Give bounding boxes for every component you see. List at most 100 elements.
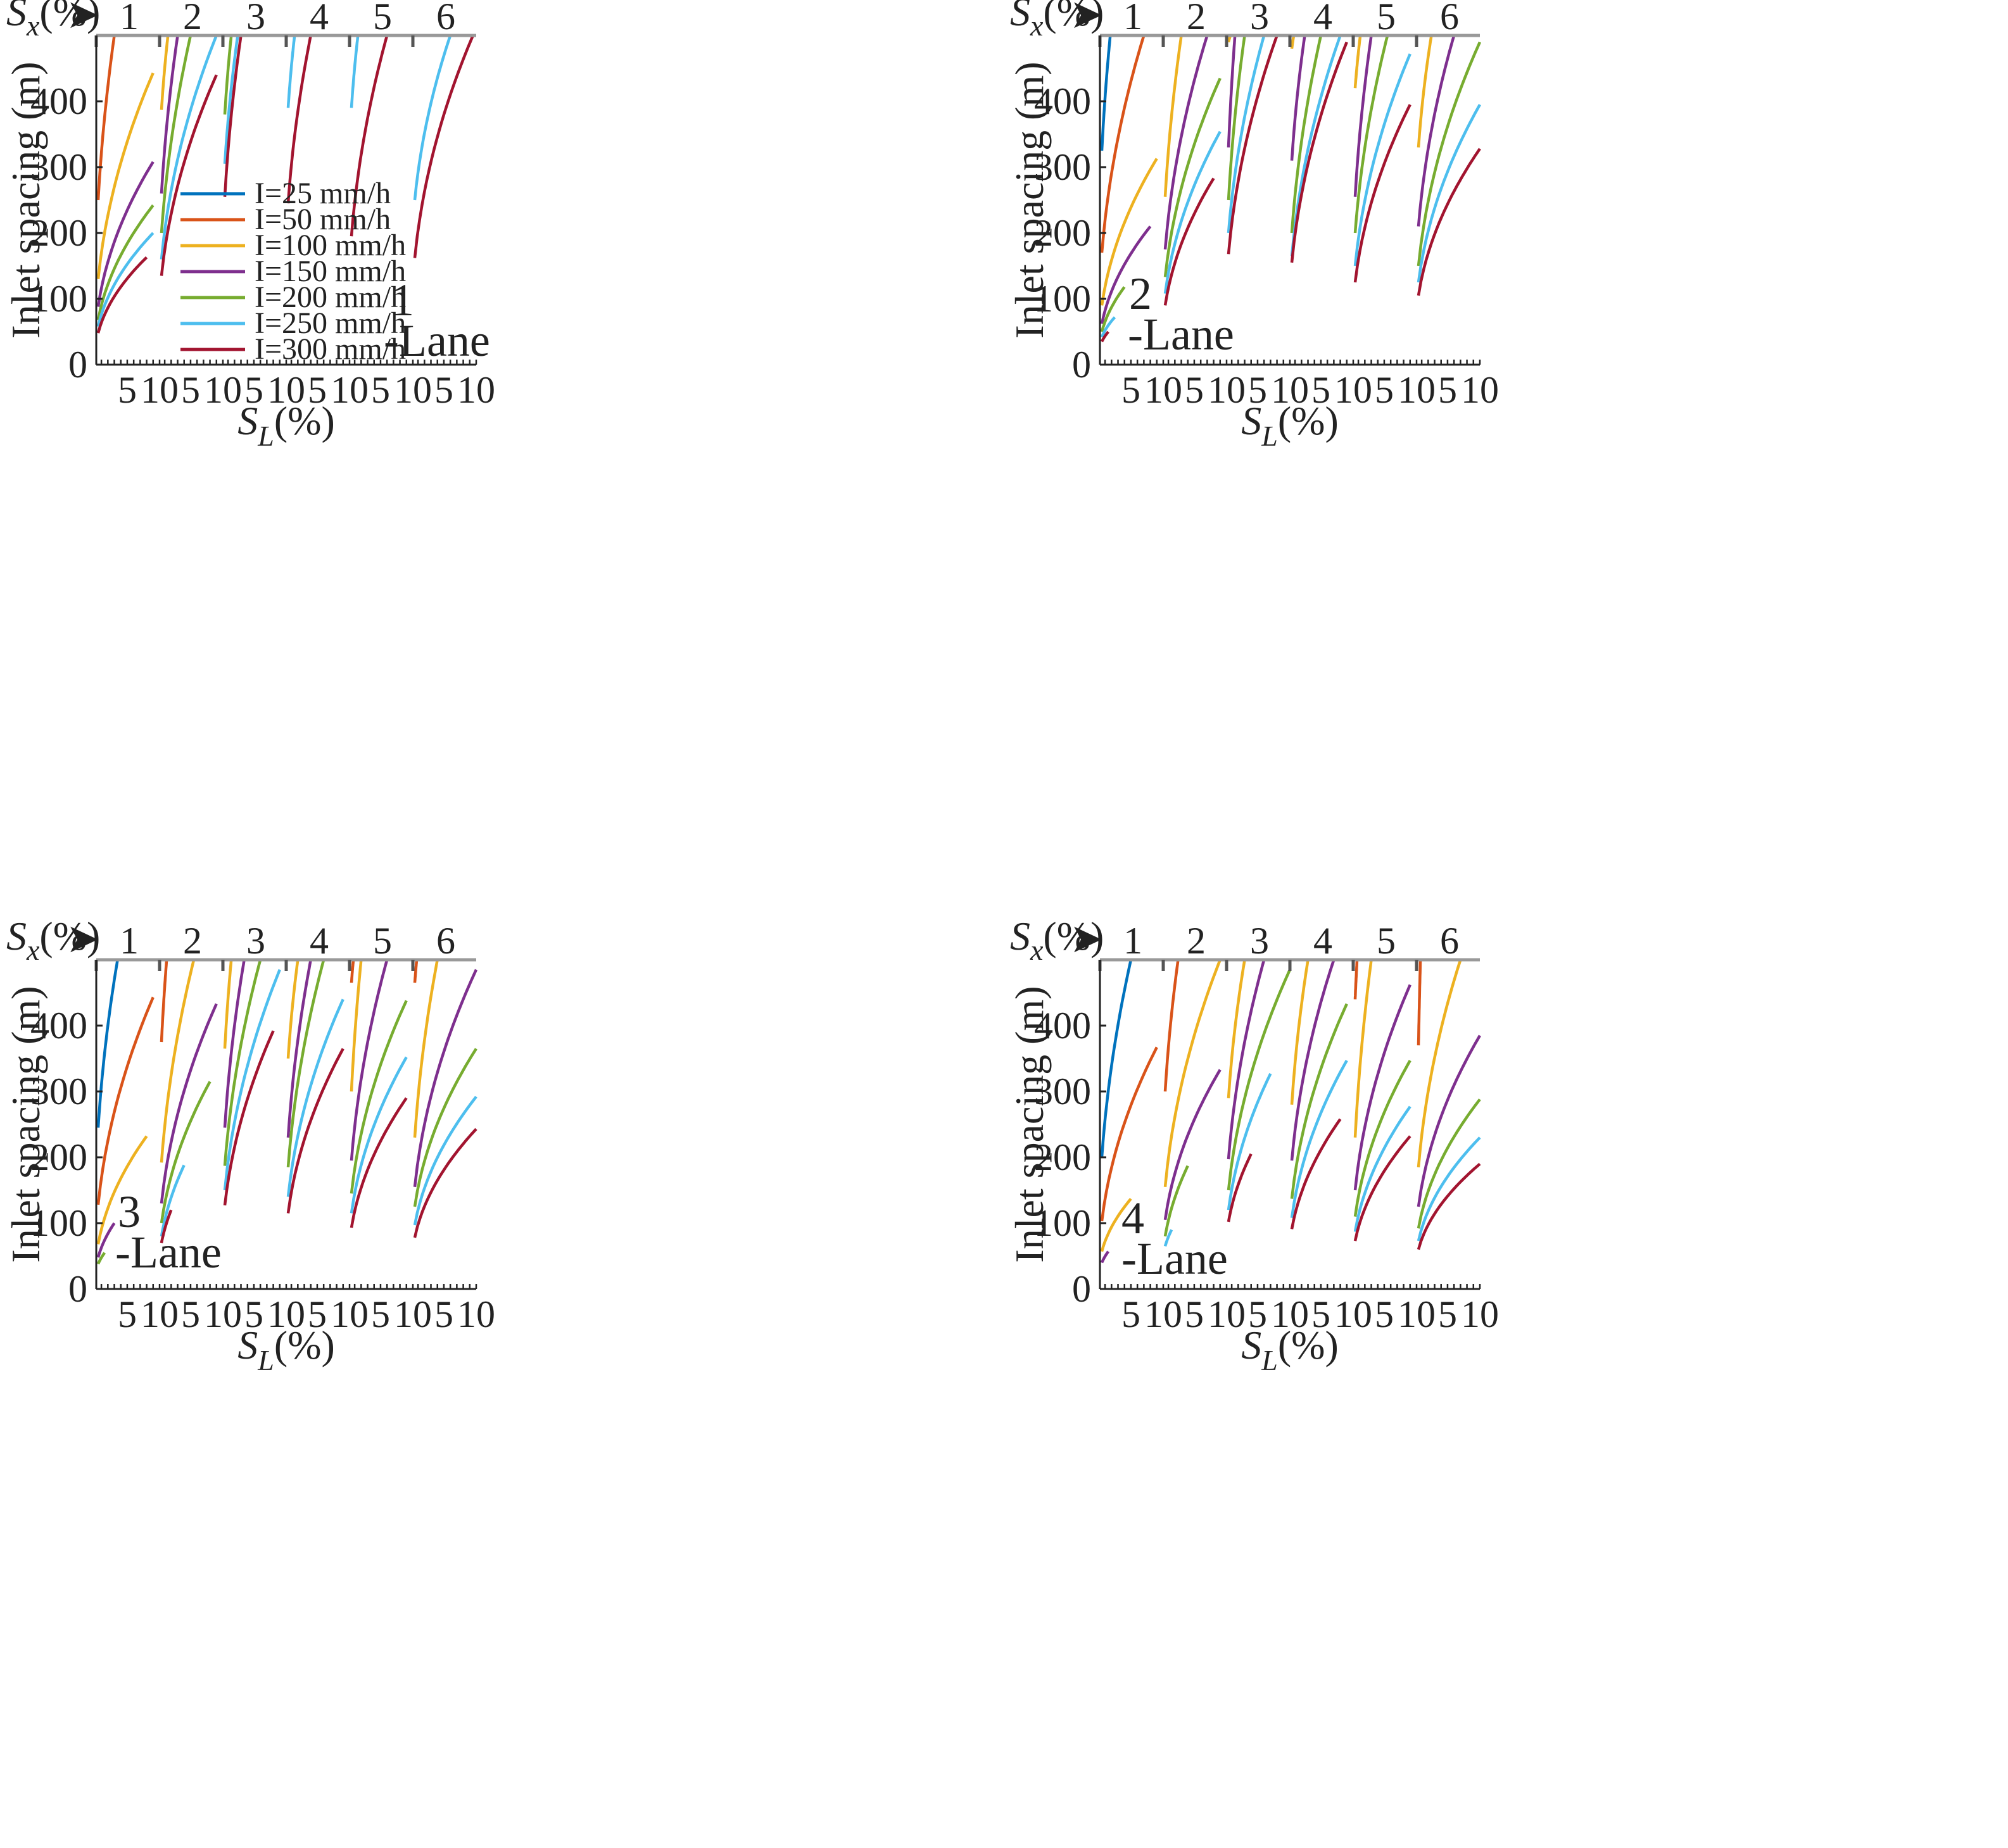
x-axis-title: SL(%) [237,1323,335,1376]
series-i200-group-5-curve [1353,1059,1411,1217]
x-tick-label: 5 [118,1293,137,1335]
series-i250-group-1-curve [96,232,155,327]
x-tick-label: 10 [1334,369,1372,411]
x-tick-label: 5 [371,1293,390,1335]
series-i300-group-2-curve [160,1209,173,1243]
sx-group-label: 6 [436,0,455,37]
series-i200-group-5-curve [1353,35,1389,234]
legend-entry-i250: I=250 mm/h [255,306,406,340]
sx-label: Sx(%) [1010,0,1104,42]
sx-group-label: 5 [373,0,392,37]
series-i200-group-2-curve [160,35,193,234]
series-i100-group-4-curve [1290,34,1296,50]
panel-1-lane: 1 2 3 4 5 6 Sx(%) ➤ 0 100 200 300 400 Inlet spacing (… [0,0,1004,924]
panel-2-lane: 1 2 3 4 5 6 Sx(%) ➤ 0 100 200 300 400 Inlet spacing (… [1004,0,2008,924]
series-i200-group-3-curve [1227,35,1246,201]
series-i100-group-6-curve [413,959,439,1138]
series-i200-group-4-curve [1290,35,1323,234]
series-i150-group-6-curve [1417,35,1456,227]
x-axis-title-symbol: S [237,1323,258,1367]
series-i25-group-1-curve [1100,35,1112,151]
x-axis-title-unit: (%) [1278,398,1339,443]
x-axis-title-symbol: S [237,398,258,443]
y-tick-label: 100 [1034,278,1091,320]
lane-number-label: 1 [391,275,414,325]
x-tick-label: 5 [434,369,453,411]
x-tick-label: 10 [141,1293,179,1335]
series-i250-group-1-curve [1100,316,1116,338]
series-i300-group-6-curve [1417,1162,1481,1250]
series-i250-group-2-curve [1163,130,1222,294]
series-i250-group-5-curve [350,35,360,108]
x-tick-label: 5 [181,1293,200,1335]
series-i250-group-2-curve [1163,1229,1173,1247]
y-tick-label: 400 [30,80,87,122]
x-tick-label: 5 [434,1293,453,1335]
series-i300-group-4-curve [286,35,312,204]
x-axis-title-unit: (%) [274,1323,335,1367]
y-tick-label: 100 [30,1202,87,1244]
x-tick-label: 10 [267,1293,305,1335]
sx-group-label: 2 [183,0,202,37]
series-i300-group-3-curve [1227,35,1279,255]
sx-label-symbol: S [1010,914,1030,959]
series-i100-group-4-curve [1290,959,1310,1105]
sx-arrow-icon: ➤ [66,0,100,37]
series-i200-group-6-curve [413,1048,477,1207]
sx-group-label: 1 [1123,0,1142,37]
series-i100-group-1-curve [1100,1198,1132,1252]
series-i200-group-4-curve [286,959,325,1167]
series-i150-group-4-curve [1290,35,1306,161]
x-tick-label: 5 [371,369,390,411]
series-i100-group-1-curve [1100,158,1158,306]
sx-group-label: 6 [436,920,455,962]
legend-entry-i25: I=25 mm/h [255,177,391,210]
y-tick-label: 100 [30,278,87,320]
series-i150-group-1-curve [1100,225,1152,324]
series-i300-group-4-curve [1290,41,1348,263]
y-tick-label: 300 [1034,1071,1091,1112]
y-tick-label: 0 [68,344,87,386]
lane-suffix-label: -Lane [1128,309,1234,360]
legend-entry-i300: I=300 mm/h [255,332,406,366]
y-tick-label: 300 [30,1071,87,1112]
x-tick-label: 5 [1248,1293,1267,1335]
x-tick-label: 10 [141,369,179,411]
lane-number-label: 3 [118,1186,141,1237]
y-axis-title: Inlet spacing (m) [3,61,48,338]
sx-label-unit: (%) [1043,0,1104,34]
series-i100-group-6-curve [1417,35,1433,148]
series-i250-group-3-curve [223,35,239,164]
series-i200-group-2-curve [1163,1165,1189,1237]
series-i200-group-6-curve [1417,41,1482,267]
series-i250-group-3-curve [1227,35,1266,234]
series-i50-group-5-curve [350,959,355,983]
sx-group-label: 1 [1123,920,1142,962]
sx-arrow-icon: ➤ [1070,0,1104,37]
x-axis-title-symbol: S [1241,398,1261,443]
y-tick-label: 200 [30,212,87,254]
series-i250-group-2-curve [160,1164,186,1237]
sx-label-symbol: S [6,0,27,34]
series-i100-group-2-curve [160,959,196,1163]
x-tick-label: 10 [1334,1293,1372,1335]
y-tick-label: 200 [30,1136,87,1178]
x-tick-label: 10 [1461,1293,1499,1335]
sx-label-unit: (%) [39,914,100,959]
x-tick-label: 10 [1208,1293,1246,1335]
x-tick-label: 10 [331,369,369,411]
panel-3-lane: 1 2 3 4 5 6 Sx(%) ➤ 0 100 200 300 400 Inlet spacing (… [0,914,1004,1848]
y-tick-label: 0 [68,1268,87,1310]
series-i50-group-2-curve [160,959,168,1043]
y-tick-label: 100 [1034,1202,1091,1244]
x-tick-label: 10 [1398,1293,1436,1335]
x-tick-label: 5 [118,369,137,411]
sx-group-label: 3 [246,0,265,37]
x-tick-label: 5 [1311,1293,1330,1335]
series-i150-group-1-curve [96,161,155,307]
series-i200-group-1-curve [1100,286,1126,332]
sx-group-label: 3 [246,920,265,962]
series-i300-group-5-curve [1353,1135,1411,1241]
